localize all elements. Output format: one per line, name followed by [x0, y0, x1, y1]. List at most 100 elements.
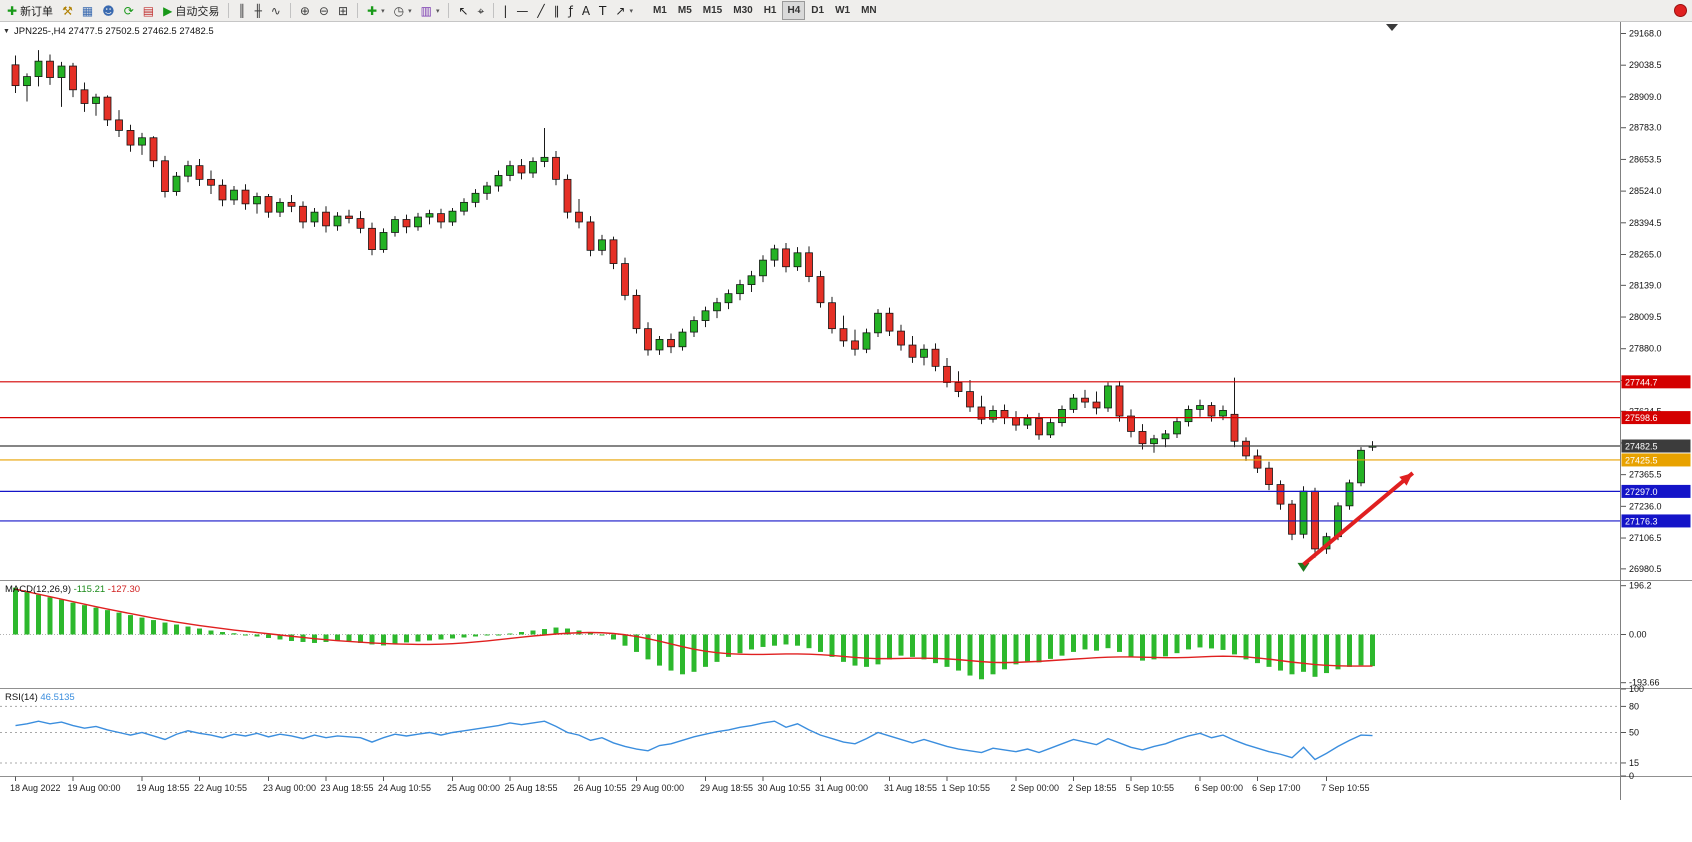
timeframe-d1-button[interactable]: D1: [806, 1, 829, 20]
timeframe-h4-button[interactable]: H4: [782, 1, 806, 20]
candle: [276, 201, 284, 213]
macd-histogram-bar: [1140, 634, 1145, 661]
candle: [207, 178, 215, 186]
macd-histogram-bar: [1335, 634, 1341, 670]
candle: [644, 328, 652, 351]
metaeditor-button[interactable]: ⚒: [58, 1, 77, 20]
timeframe-mn-button[interactable]: MN: [856, 1, 882, 20]
tile-windows-button[interactable]: ⊞: [334, 1, 352, 20]
price-label: 27598.6: [1621, 411, 1691, 425]
chart-shift-marker[interactable]: [1386, 24, 1398, 31]
timeframe-m15-button[interactable]: M15: [698, 1, 727, 20]
macd-histogram-bar: [1266, 634, 1272, 667]
crosshair-button[interactable]: ⌖: [474, 1, 489, 20]
candle: [471, 192, 480, 203]
vertical-line-button[interactable]: |: [499, 1, 511, 20]
time-axis[interactable]: 18 Aug 2022 19 Aug 00:00 19 Aug 18:55 22 Au…: [10, 776, 1370, 794]
label-button[interactable]: T: [595, 1, 610, 20]
candle: [563, 178, 572, 213]
svg-text:28653.5: 28653.5: [1629, 154, 1662, 164]
macd-histogram-bar: [70, 602, 76, 635]
fibonacci-button[interactable]: ƒ: [565, 1, 577, 20]
autotrade-button[interactable]: ▶ 自动交易: [159, 1, 223, 20]
chart-canvas[interactable]: ▼ JPN225-,H4 27477.5 27502.5 27462.5 2748…: [0, 22, 1692, 800]
candlestick-button[interactable]: ╫: [251, 1, 266, 20]
macd-histogram-bar: [795, 634, 800, 646]
trendline-button[interactable]: ╱: [533, 1, 548, 20]
zoom-out-button[interactable]: ⊖: [315, 1, 333, 20]
macd-histogram-bar: [910, 634, 915, 657]
timeframe-h1-button[interactable]: H1: [759, 1, 782, 20]
periods-button[interactable]: ◷ ▾: [390, 1, 416, 20]
candle: [80, 89, 89, 104]
macd-histogram-bar: [358, 634, 363, 643]
one-click-trading-toggle: ▼: [3, 28, 10, 35]
low-marker[interactable]: [1297, 562, 1310, 572]
horizontal-line-button[interactable]: —: [512, 1, 532, 20]
refresh-button[interactable]: ⟳: [120, 1, 138, 20]
candle: [1276, 484, 1285, 505]
svg-text:27236.0: 27236.0: [1629, 501, 1662, 511]
channel-icon: ∥: [553, 3, 560, 18]
indicators-button[interactable]: ✚ ▾: [363, 1, 389, 20]
svg-text:28009.5: 28009.5: [1629, 312, 1662, 322]
support-button[interactable]: ☻: [98, 1, 119, 20]
macd-histogram-bar: [1105, 634, 1111, 649]
new-order-button[interactable]: ✚ 新订单: [3, 1, 57, 20]
candle: [920, 348, 928, 358]
candle: [552, 156, 560, 180]
candle: [1299, 490, 1308, 535]
candle: [264, 196, 273, 213]
macd-histogram-bar: [450, 634, 455, 639]
macd-histogram-bar: [1094, 634, 1099, 651]
macd-histogram-bar: [1232, 634, 1237, 655]
text-button[interactable]: A: [578, 1, 594, 20]
timeframe-w1-button[interactable]: W1: [830, 1, 855, 20]
macd-histogram-bar: [507, 633, 513, 635]
candle: [230, 189, 238, 201]
timeframe-m5-button[interactable]: M5: [673, 1, 697, 20]
macd-histogram-bar: [484, 634, 490, 636]
macd-histogram-bar: [427, 634, 432, 641]
macd-histogram-bar: [496, 634, 501, 636]
candle: [23, 76, 31, 87]
price-scale[interactable]: 29168.0 29038.5 28909.0 28783.0 28653.5 28524…: [1620, 22, 1691, 800]
trend-arrow[interactable]: [1302, 471, 1415, 567]
zoom-out-icon: ⊖: [318, 3, 329, 18]
chart-window[interactable]: ▼ JPN225-,H4 27477.5 27502.5 27462.5 2748…: [0, 22, 1692, 800]
candle: [747, 275, 756, 286]
candle: [494, 175, 503, 187]
macd-histogram-bar: [1002, 634, 1007, 670]
candle: [839, 328, 848, 342]
candle: [379, 232, 388, 251]
macd-histogram-bar: [1289, 634, 1295, 675]
candle: [655, 339, 664, 351]
label-icon: T: [599, 3, 607, 18]
channel-button[interactable]: ∥: [550, 1, 564, 20]
svg-text:27176.3: 27176.3: [1625, 516, 1658, 526]
svg-text:5 Sep 10:55: 5 Sep 10:55: [1126, 783, 1175, 793]
timeframe-m30-button[interactable]: M30: [728, 1, 757, 20]
chart-window-button[interactable]: ▦: [78, 1, 97, 20]
market-watch-button[interactable]: ▤: [139, 1, 158, 20]
timeframe-m1-button[interactable]: M1: [648, 1, 672, 20]
macd-histogram-bar: [93, 607, 99, 635]
svg-text:2 Sep 18:55: 2 Sep 18:55: [1068, 783, 1117, 793]
zoom-in-button[interactable]: ⊕: [296, 1, 314, 20]
arrows-button[interactable]: ↗ ▾: [611, 1, 637, 20]
bar-chart-button[interactable]: ║: [234, 1, 249, 20]
candle: [333, 215, 342, 227]
candle: [161, 160, 169, 193]
line-chart-button[interactable]: ∿: [267, 1, 285, 20]
candle: [828, 302, 836, 330]
macd-histogram-bar: [841, 634, 846, 662]
svg-text:50: 50: [1629, 728, 1639, 738]
candle: [1150, 438, 1158, 445]
macd-histogram-bar: [726, 634, 731, 657]
svg-text:0.00: 0.00: [1629, 630, 1647, 640]
templates-button[interactable]: ▥ ▾: [417, 1, 444, 20]
connection-status-icon[interactable]: [1674, 4, 1687, 17]
svg-text:28909.0: 28909.0: [1629, 92, 1662, 102]
cursor-button[interactable]: ↖: [454, 1, 472, 20]
refresh-icon: ⟳: [123, 3, 134, 18]
